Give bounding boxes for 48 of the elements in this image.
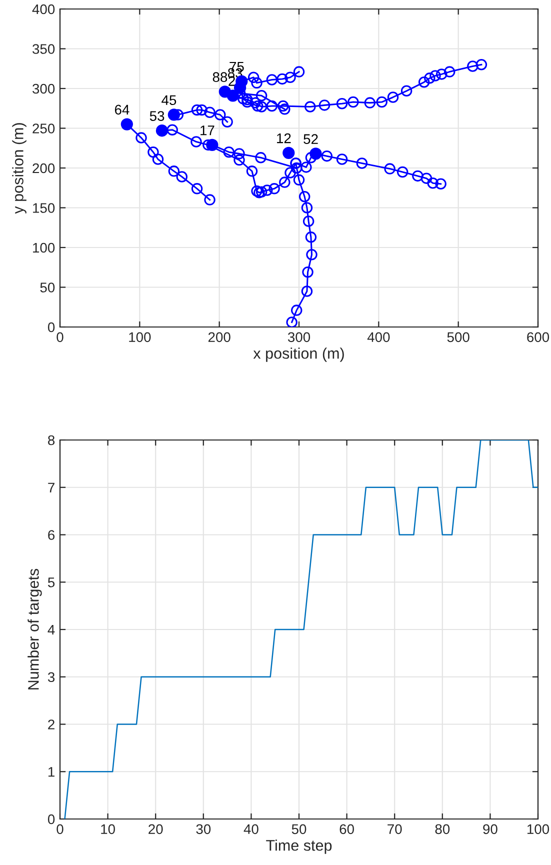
y-tick-label: 5 xyxy=(48,578,55,588)
x-axis-title: x position (m) xyxy=(253,348,344,362)
y-tick-label: 100 xyxy=(33,242,55,253)
x-tick-label: 100 xyxy=(129,332,151,342)
x-axis-title: Time step xyxy=(266,840,332,854)
y-tick-label: 8 xyxy=(48,435,55,446)
x-tick-label: 0 xyxy=(56,824,64,834)
y-tick-label: 350 xyxy=(32,44,55,54)
y-tick-label: 6 xyxy=(48,530,55,540)
y-tick-label: 3 xyxy=(48,672,55,682)
annotation: 88 xyxy=(212,72,228,82)
annotation: 12 xyxy=(277,133,291,144)
x-tick-label: 100 xyxy=(527,824,550,834)
x-tick-label: 300 xyxy=(288,332,310,342)
x-tick-label: 40 xyxy=(244,824,258,834)
annotation: 45 xyxy=(162,95,176,106)
x-tick-label: 0 xyxy=(56,332,64,342)
y-tick-label: 200 xyxy=(32,163,55,174)
x-tick-label: 200 xyxy=(208,332,230,342)
annotation: 64 xyxy=(114,104,130,115)
y-tick-label: 7 xyxy=(48,482,54,492)
x-tick-label: 30 xyxy=(196,824,211,834)
annotation: 2 xyxy=(228,76,235,86)
y-tick-label: 150 xyxy=(33,203,55,213)
y-tick-label: 0 xyxy=(48,322,55,332)
x-tick-label: 60 xyxy=(340,824,354,834)
annotation: 52 xyxy=(304,134,318,144)
y-tick-label: 250 xyxy=(32,124,55,134)
annotation: 53 xyxy=(150,111,164,121)
x-tick-label: 90 xyxy=(483,824,498,834)
y-axis-title: Number of targets xyxy=(28,568,42,690)
x-tick-label: 600 xyxy=(527,332,550,342)
y-tick-label: 0 xyxy=(48,814,55,824)
x-tick-label: 500 xyxy=(447,332,470,342)
x-tick-label: 10 xyxy=(101,824,115,834)
y-tick-label: 300 xyxy=(32,84,55,94)
x-tick-label: 70 xyxy=(388,824,402,834)
annotation: 17 xyxy=(200,126,214,136)
x-tick-label: 20 xyxy=(148,824,163,834)
y-tick-label: 400 xyxy=(32,4,55,14)
y-tick-label: 50 xyxy=(40,282,55,292)
y-tick-label: 1 xyxy=(48,767,54,777)
x-tick-label: 80 xyxy=(435,824,450,834)
x-tick-label: 50 xyxy=(292,824,306,834)
x-tick-label: 400 xyxy=(367,332,390,342)
y-tick-label: 2 xyxy=(48,720,54,730)
y-tick-label: 4 xyxy=(48,624,55,635)
y-axis-title: y position (m) xyxy=(12,123,26,214)
